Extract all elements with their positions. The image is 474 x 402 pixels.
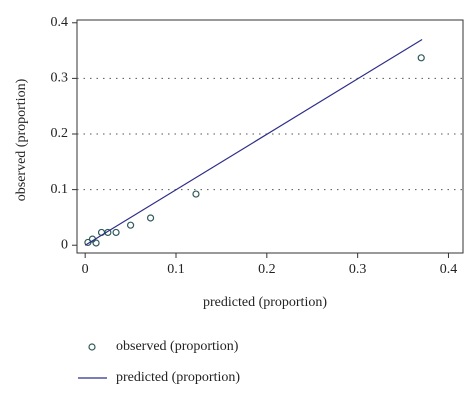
y-tick-label: 0.1 [51, 182, 69, 197]
y-tick-label: 0.3 [51, 71, 69, 86]
data-point [84, 238, 92, 247]
data-point [146, 214, 155, 222]
data-point [104, 228, 112, 237]
x-tick-label: 0.1 [167, 262, 185, 277]
data-line [84, 38, 423, 246]
data-point [112, 228, 120, 237]
data-point [417, 54, 425, 62]
y-tick-label: 0.4 [51, 15, 69, 30]
y-tick-label: 0.2 [51, 126, 69, 141]
data-point [126, 221, 135, 229]
x-tick-label: 0.2 [258, 262, 276, 277]
x-tick-label: 0.3 [349, 262, 367, 277]
x-tick-label: 0 [82, 262, 89, 277]
data-point [92, 239, 100, 247]
x-axis-label: predicted (proportion) [203, 295, 327, 310]
data-point [192, 190, 200, 198]
legend-label: observed (proportion) [116, 339, 239, 354]
plot-frame [76, 19, 464, 254]
y-tick-label: 0 [61, 237, 68, 252]
legend-marker [88, 343, 96, 351]
y-axis-label: observed (proportion) [14, 78, 29, 201]
legend-label: predicted (proportion) [116, 370, 240, 385]
x-tick-label: 0.4 [440, 262, 458, 277]
